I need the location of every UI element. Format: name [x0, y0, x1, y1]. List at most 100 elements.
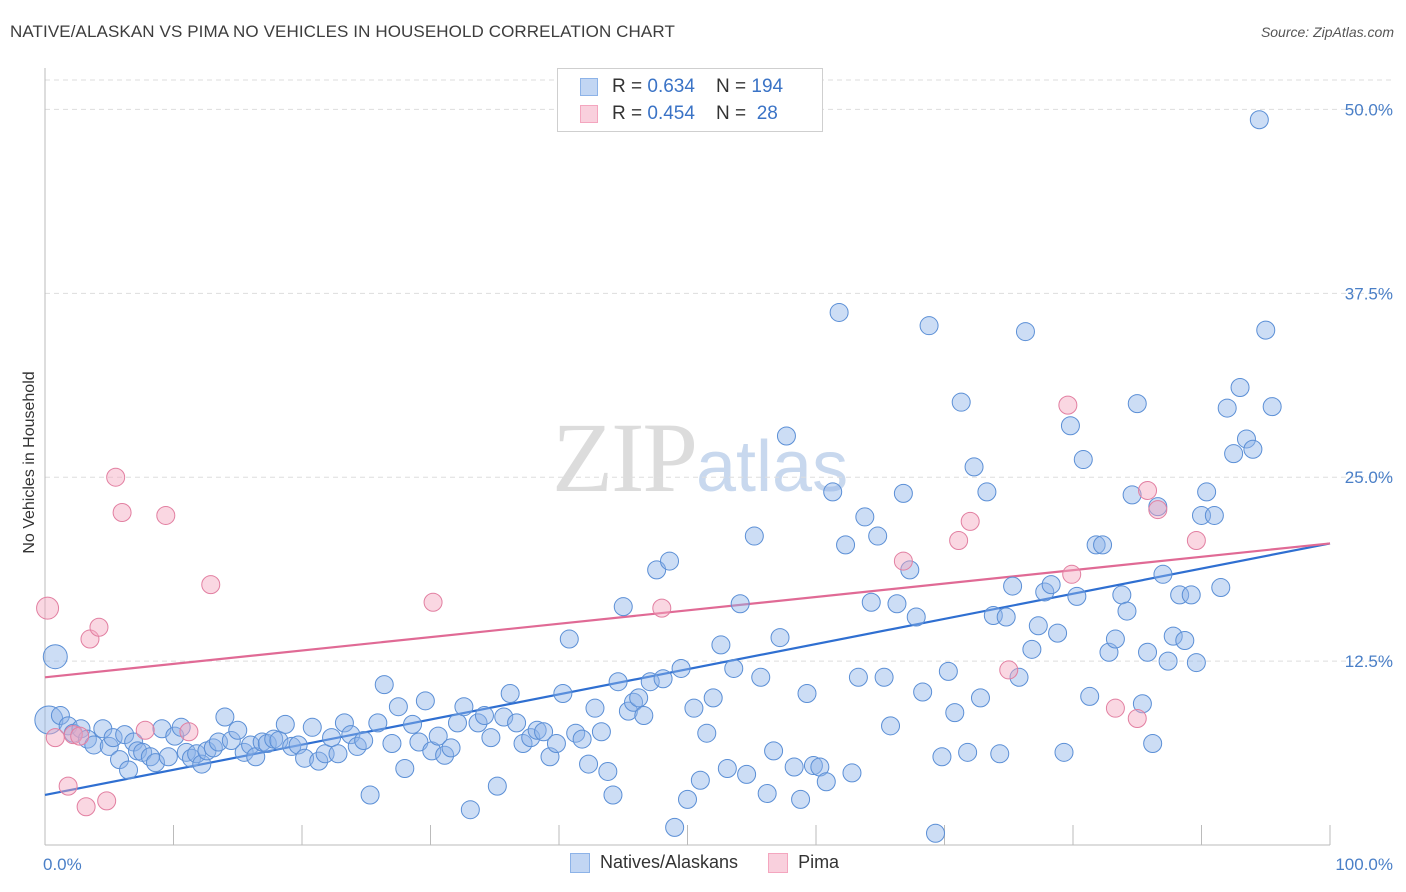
- chart-title: NATIVE/ALASKAN VS PIMA NO VEHICLES IN HO…: [10, 22, 675, 41]
- native-point: [234, 742, 254, 762]
- series-swatch-natives: [570, 852, 590, 873]
- native-point: [34, 705, 64, 735]
- tick-labels: 12.5% 25.0% 37.5% 50.0% 0.0% 100.0% No Vehicle…: [21, 100, 1393, 874]
- native-point: [309, 751, 329, 771]
- native-point: [241, 735, 261, 755]
- pima-point: [652, 598, 672, 618]
- native-point: [1236, 429, 1256, 449]
- native-point: [893, 483, 913, 503]
- source-label: Source: ZipAtlas.com: [1260, 24, 1394, 40]
- pima-point: [156, 505, 176, 525]
- pima-point: [893, 551, 913, 571]
- native-point: [415, 691, 435, 711]
- watermark-zip: ZIP: [552, 402, 698, 513]
- native-point: [228, 720, 248, 740]
- native-point: [881, 716, 901, 736]
- native-point: [428, 726, 448, 746]
- native-point: [829, 302, 849, 322]
- native-point: [855, 507, 875, 527]
- native-point: [797, 683, 817, 703]
- pima-point: [97, 791, 117, 811]
- y-tick-label: 50.0%: [1345, 100, 1393, 119]
- native-point: [671, 658, 691, 678]
- native-point: [665, 817, 685, 837]
- native-point: [481, 728, 501, 748]
- native-point: [823, 482, 843, 502]
- series-label-natives: Natives/Alaskans: [600, 852, 739, 872]
- native-point: [1073, 450, 1093, 470]
- native-point: [1112, 585, 1132, 605]
- native-point: [926, 823, 946, 843]
- native-point: [388, 697, 408, 717]
- native-point: [441, 738, 461, 758]
- native-point: [613, 597, 633, 617]
- pima-point: [45, 728, 65, 748]
- native-point: [374, 675, 394, 695]
- legend-row-pima: R = 0.454 N = 28: [580, 102, 778, 126]
- native-point: [546, 733, 566, 753]
- native-point: [403, 714, 423, 734]
- native-point: [640, 672, 660, 692]
- native-point: [460, 800, 480, 820]
- series-legend-natives: Natives/Alaskans: [570, 852, 738, 873]
- native-point: [791, 789, 811, 809]
- pima-point: [58, 776, 78, 796]
- y-tick-label: 25.0%: [1345, 468, 1393, 487]
- native-point: [945, 703, 965, 723]
- legend-swatch-natives: [580, 78, 598, 96]
- native-point: [861, 592, 881, 612]
- pima-point: [106, 467, 126, 487]
- native-point: [146, 753, 166, 773]
- x-tick-label: 0.0%: [43, 855, 82, 874]
- pima-point: [949, 530, 969, 550]
- native-point: [1163, 626, 1183, 646]
- native-point: [454, 697, 474, 717]
- native-point: [717, 759, 737, 778]
- native-point: [1224, 444, 1244, 464]
- native-point: [487, 776, 507, 796]
- native-point: [295, 748, 315, 768]
- native-point: [730, 594, 750, 614]
- native-point: [1048, 623, 1068, 643]
- native-point: [500, 683, 520, 703]
- native-point: [507, 713, 527, 733]
- native-point: [951, 392, 971, 412]
- native-point: [1022, 639, 1042, 659]
- pima-point: [423, 592, 443, 612]
- native-point: [553, 683, 573, 703]
- native-point: [1181, 585, 1201, 605]
- native-point: [354, 731, 374, 751]
- native-point: [816, 772, 836, 792]
- native-point: [275, 714, 295, 734]
- native-point: [1080, 686, 1100, 706]
- native-point: [572, 729, 592, 749]
- native-point: [591, 722, 611, 742]
- native-point: [598, 761, 618, 781]
- native-point: [1035, 582, 1055, 602]
- native-point: [1243, 439, 1263, 459]
- native-point: [1060, 416, 1080, 436]
- native-point: [964, 457, 984, 477]
- native-point: [970, 688, 990, 708]
- pima-point: [1058, 395, 1078, 415]
- native-point: [119, 760, 139, 780]
- native-point: [334, 713, 354, 733]
- native-point: [874, 667, 894, 687]
- native-point: [1197, 482, 1217, 502]
- native-point: [990, 744, 1010, 764]
- native-point: [634, 706, 654, 726]
- series-swatch-pima: [768, 852, 789, 873]
- native-point: [158, 747, 178, 767]
- pima-point: [1105, 698, 1125, 718]
- data-points: [34, 110, 1282, 843]
- native-point: [1186, 653, 1206, 673]
- y-tick-label: 37.5%: [1345, 284, 1393, 303]
- pima-trend-line: [44, 542, 1331, 679]
- series-label-pima: Pima: [798, 852, 840, 872]
- native-point: [395, 759, 415, 778]
- legend-n-label: N =: [716, 103, 752, 124]
- native-point: [1230, 377, 1250, 397]
- series-legend-pima: Pima: [768, 852, 839, 873]
- native-point: [221, 731, 241, 751]
